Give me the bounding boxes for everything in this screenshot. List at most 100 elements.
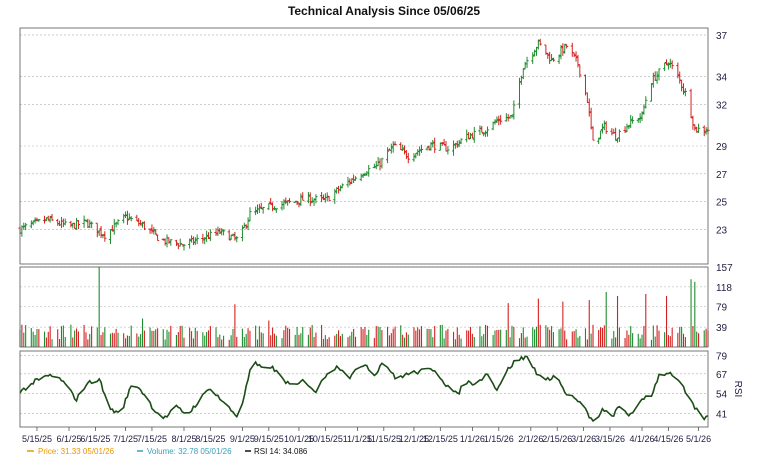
ohlc-bar [216, 226, 220, 236]
ohlc-bar [103, 231, 107, 242]
ohlc-bar [512, 100, 516, 120]
ohlc-bar [325, 192, 329, 202]
x-tick-label: 12/15/25 [423, 434, 458, 444]
ohlc-bar [287, 198, 292, 204]
ohlc-bar [482, 132, 486, 137]
ohlc-bar [401, 144, 405, 151]
ohlc-bar [101, 234, 105, 239]
ohlc-bar [551, 57, 556, 62]
ohlc-bar [150, 224, 154, 234]
ohlc-bar [227, 229, 231, 241]
ohlc-bar [84, 219, 88, 222]
ohlc-bar [615, 137, 620, 143]
chart-title: Technical Analysis Since 05/06/25 [288, 4, 480, 18]
x-tick-label: 12/1/25 [399, 434, 429, 444]
ohlc-bar [636, 118, 640, 123]
ohlc-bar [683, 88, 687, 97]
ohlc-bar [676, 62, 680, 79]
ohlc-bar [416, 149, 420, 156]
ohlc-bar [480, 125, 484, 134]
ohlc-bar [154, 229, 158, 235]
ohlc-bar [163, 238, 167, 246]
ohlc-bar [280, 200, 284, 211]
volume-y-tick: 79 [716, 303, 728, 314]
ohlc-bar [282, 199, 286, 210]
ohlc-bar [220, 228, 224, 236]
x-tick-label: 8/15/25 [195, 434, 225, 444]
ohlc-bar [218, 227, 222, 234]
ohlc-bar [319, 192, 324, 203]
ohlc-bar [233, 231, 237, 241]
ohlc-bar [497, 115, 501, 126]
ohlc-bar [523, 61, 527, 70]
rsi-legend: RSI 14: 34.086 [254, 447, 308, 456]
ohlc-bar [363, 172, 367, 176]
ohlc-bar [467, 131, 471, 140]
ohlc-bar [587, 98, 591, 117]
x-tick-label: 6/1/25 [56, 434, 81, 444]
ohlc-bar [314, 194, 318, 204]
ohlc-bar [602, 120, 606, 131]
ohlc-bar [561, 43, 565, 56]
ohlc-bar [135, 214, 139, 222]
ohlc-bar [46, 215, 50, 221]
ohlc-bar [585, 92, 589, 104]
ohlc-bar [664, 59, 669, 66]
volume-y-tick: 157 [716, 263, 733, 274]
ohlc-bar [627, 124, 631, 130]
ohlc-bar [139, 219, 143, 226]
ohlc-bar [208, 229, 212, 242]
ohlc-bar [681, 83, 686, 95]
ohlc-bar [361, 173, 365, 178]
price-panel-frame [19, 27, 709, 265]
ohlc-bar [90, 221, 94, 229]
ohlc-bar [95, 222, 99, 238]
ohlc-bar [570, 42, 574, 57]
ohlc-bar [451, 140, 456, 156]
ohlc-bar [557, 54, 561, 64]
ohlc-bar [205, 230, 209, 242]
ohlc-bar [69, 220, 73, 228]
ohlc-bar [600, 123, 605, 134]
ohlc-bar [63, 218, 67, 226]
ohlc-bar [244, 224, 248, 230]
ohlc-bar [156, 234, 160, 242]
ohlc-bar [459, 138, 463, 145]
ohlc-bar [446, 146, 450, 155]
ohlc-bar [116, 219, 120, 226]
ohlc-bar [129, 216, 133, 222]
ohlc-bar [308, 192, 312, 207]
ohlc-bar [365, 170, 369, 176]
ohlc-bar [37, 219, 41, 222]
ohlc-bar [359, 173, 363, 182]
ohlc-bar [346, 176, 350, 188]
ohlc-bar [254, 206, 258, 216]
ohlc-bar [442, 139, 446, 146]
ohlc-bar [631, 116, 635, 124]
ohlc-bar [389, 143, 393, 154]
ohlc-bar [31, 220, 35, 226]
volume-panel: 157 118 79 39 [19, 263, 733, 348]
x-tick-label: 5/1/26 [686, 434, 711, 444]
ohlc-bar [644, 96, 648, 109]
x-tick-label: 4/1/26 [630, 434, 655, 444]
ohlc-bar [33, 217, 37, 224]
ohlc-bar [565, 44, 569, 49]
ohlc-bar [525, 56, 529, 68]
ohlc-bar [598, 130, 603, 140]
ohlc-bar [295, 200, 299, 206]
ohlc-bar [597, 137, 601, 145]
ohlc-bar [214, 228, 218, 236]
ohlc-bar [638, 113, 642, 124]
ohlc-bar [653, 71, 657, 81]
ohlc-bar [583, 74, 588, 96]
rsi-y-tick: 67 [716, 370, 728, 381]
ohlc-bar [651, 72, 655, 88]
ohlc-bar [680, 79, 684, 92]
x-tick-label: 1/15/26 [484, 434, 514, 444]
ohlc-bar [203, 237, 207, 245]
ohlc-bar [591, 126, 595, 141]
volume-y-tick: 39 [716, 323, 728, 334]
ohlc-bar [257, 203, 261, 213]
